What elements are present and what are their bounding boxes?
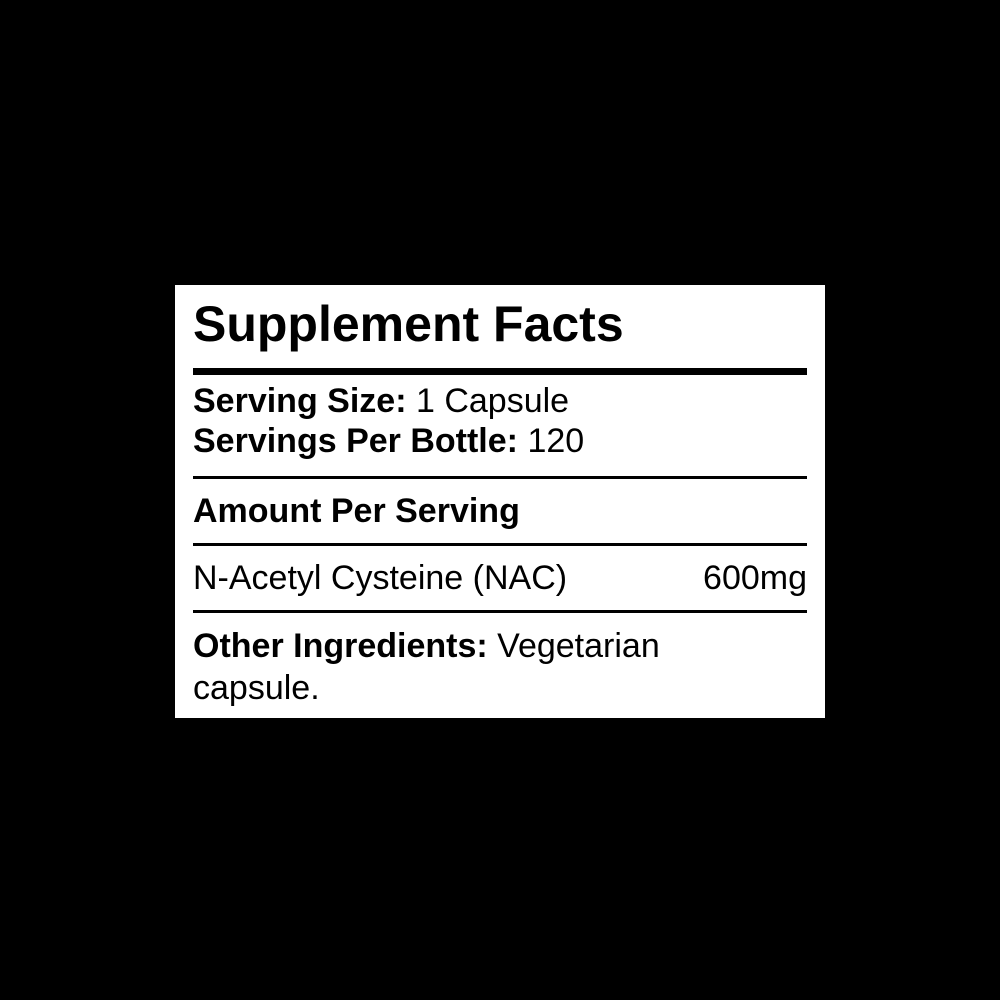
other-ingredients-label: Other Ingredients: — [193, 627, 488, 665]
divider-rule — [193, 543, 807, 546]
serving-size-row: Serving Size: 1 Capsule — [193, 381, 807, 421]
supplement-facts-panel: Supplement Facts Serving Size: 1 Capsule… — [175, 285, 825, 718]
servings-per-bottle-label: Servings Per Bottle: — [193, 422, 518, 460]
servings-per-bottle-row: Servings Per Bottle: 120 — [193, 421, 807, 461]
divider-rule — [193, 476, 807, 479]
nutrient-name: N-Acetyl Cysteine (NAC) — [193, 559, 568, 597]
other-ingredients-block: Other Ingredients: Vegetarian capsule. — [193, 625, 753, 709]
title-divider-bar — [193, 368, 807, 375]
serving-size-value: 1 Capsule — [415, 382, 570, 420]
nutrient-amount: 600mg — [703, 559, 807, 597]
serving-info-block: Serving Size: 1 Capsule Servings Per Bot… — [193, 381, 807, 461]
serving-size-label: Serving Size: — [193, 382, 407, 420]
amount-per-serving-heading: Amount Per Serving — [193, 492, 520, 530]
supplement-facts-title: Supplement Facts — [193, 296, 624, 352]
other-ingredients-text: Vegetarian capsule. — [193, 627, 660, 707]
divider-rule — [193, 610, 807, 613]
servings-per-bottle-value: 120 — [527, 422, 585, 460]
nutrient-row: N-Acetyl Cysteine (NAC) 600mg — [193, 560, 807, 596]
